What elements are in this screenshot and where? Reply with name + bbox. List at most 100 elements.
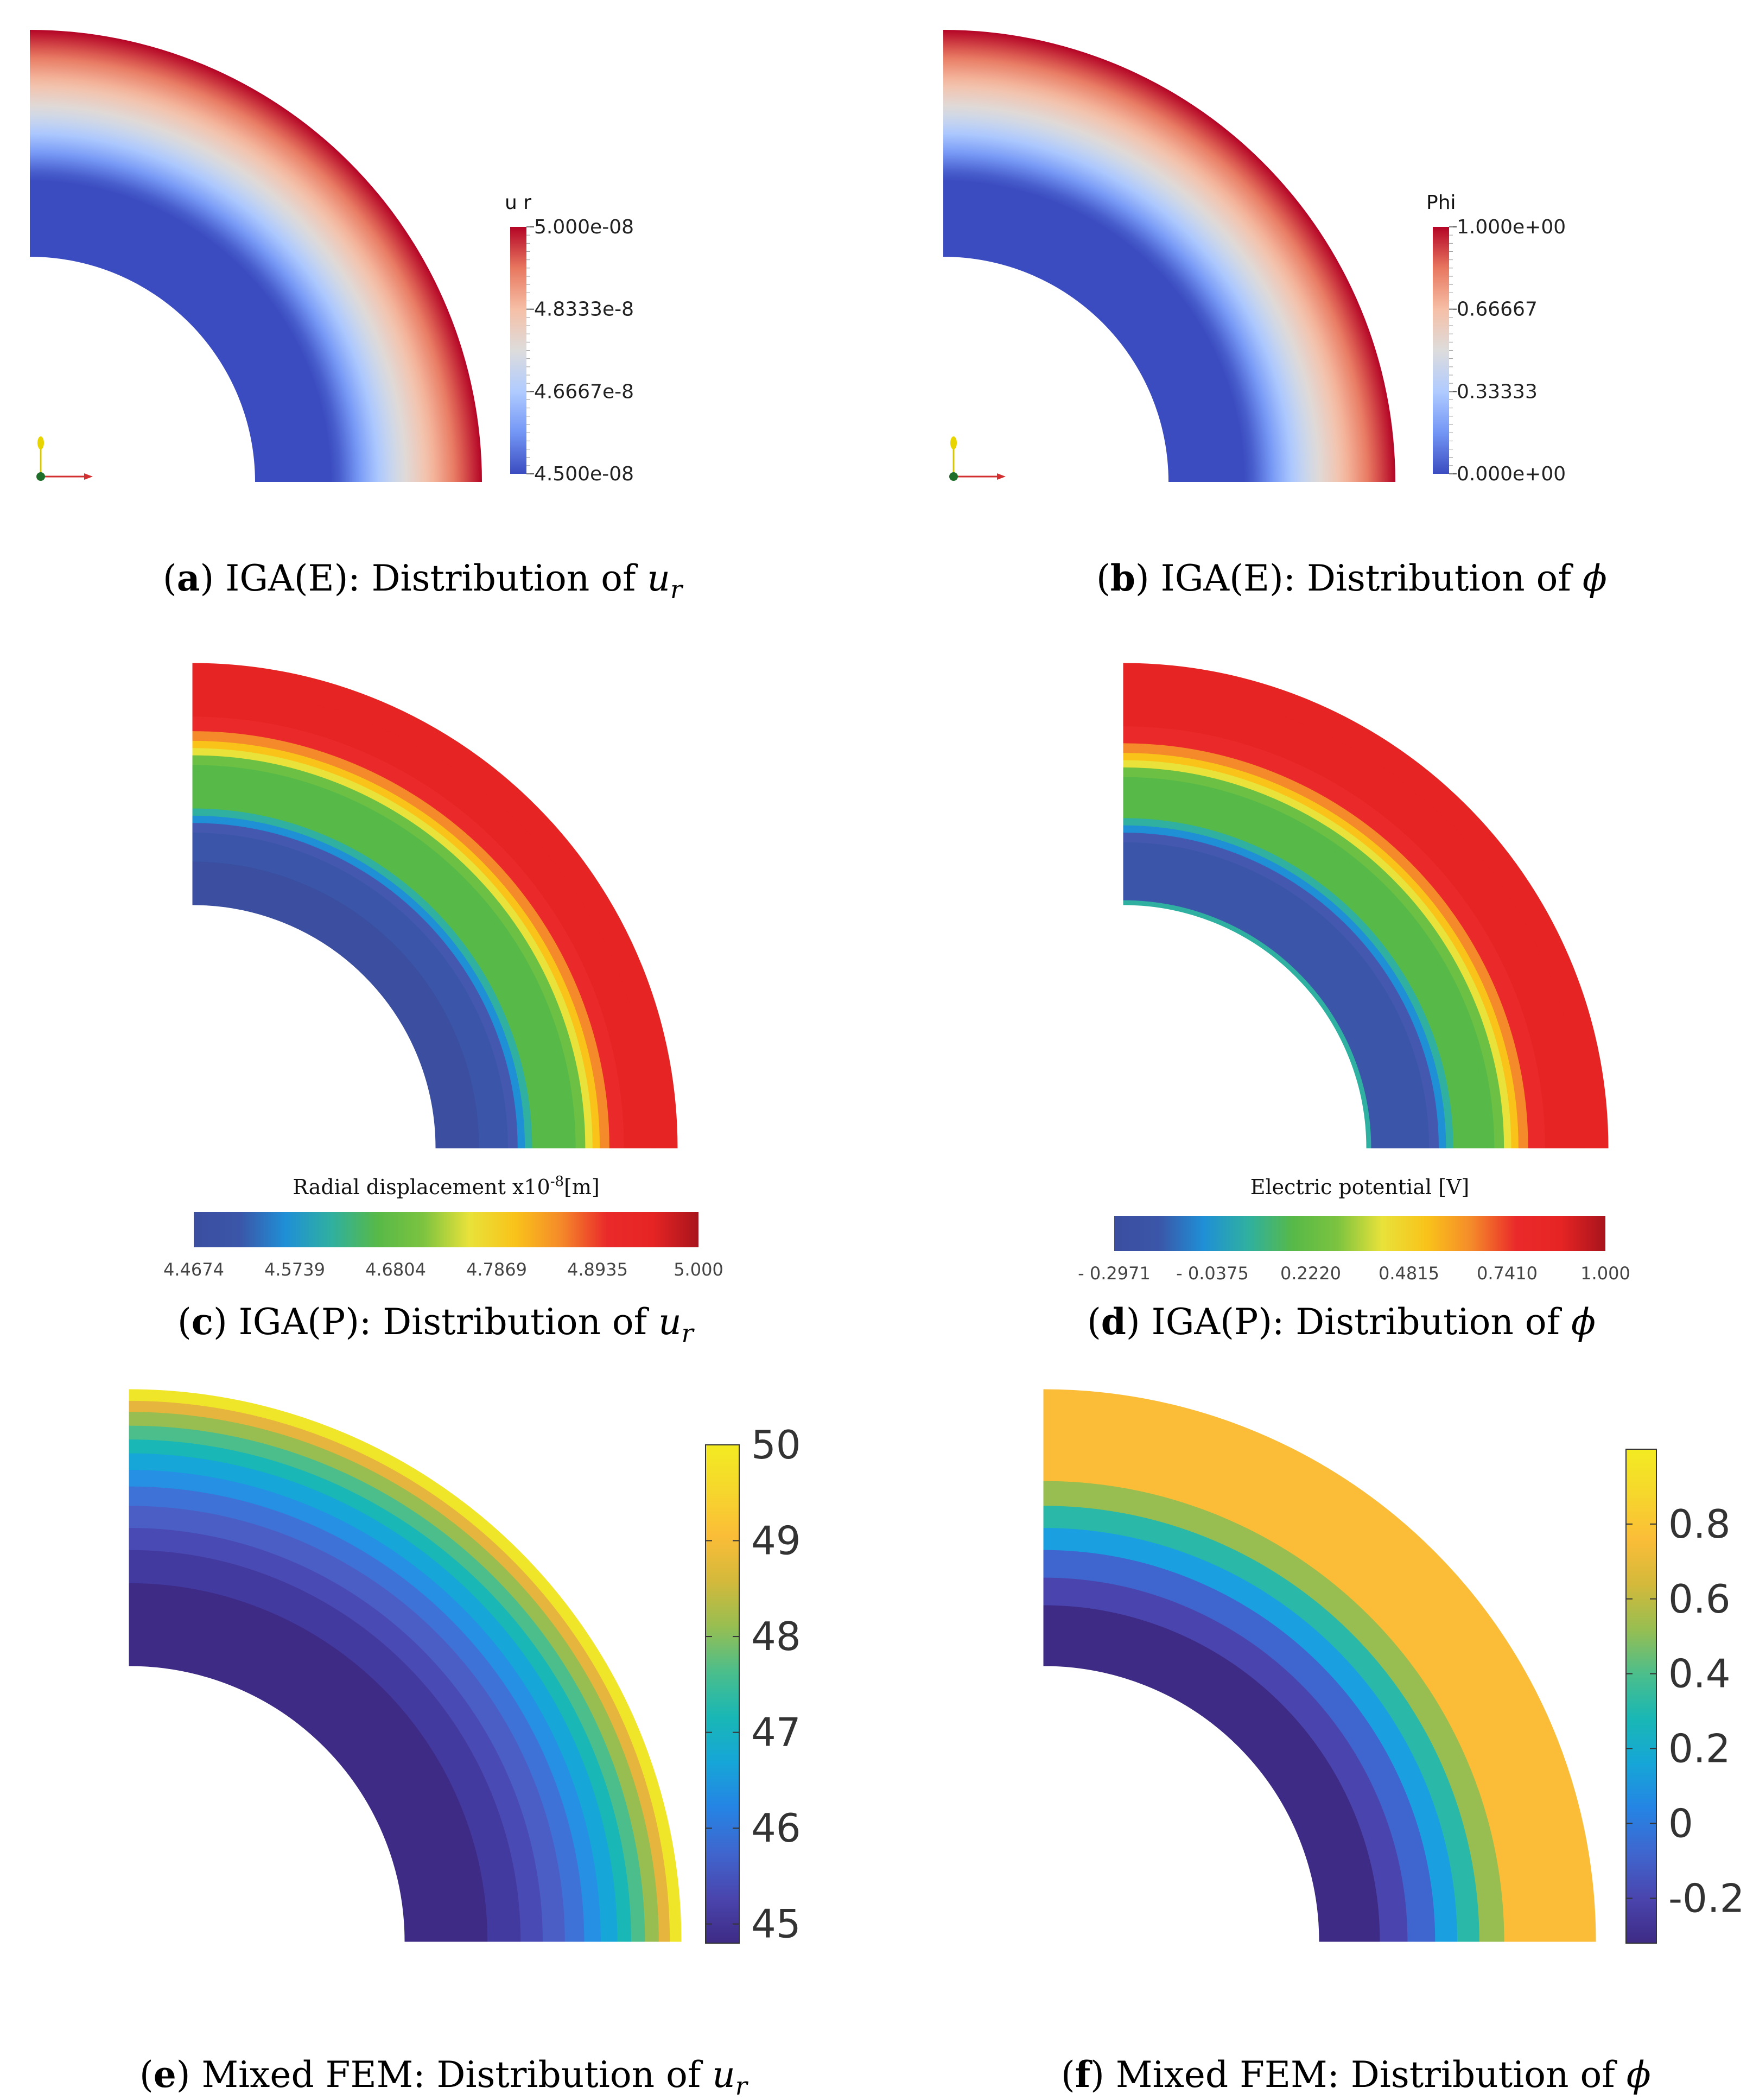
caption-b: (b) IGA(E): Distribution of ϕ — [1096, 557, 1607, 599]
colorbar-tick-label: - 0.2971 — [1078, 1263, 1151, 1284]
colorbar-title: Phi — [1426, 192, 1456, 214]
colorbar-scale — [705, 1444, 740, 1944]
caption-letter: e — [154, 2053, 176, 2096]
colorbar-tick-label: 5.000e-08 — [534, 216, 634, 238]
caption-c: (c) IGA(P): Distribution of ur — [177, 1300, 695, 1348]
caption-open: ( — [139, 2054, 154, 2096]
colorbar-e: 50 49 48 47 46 45 — [705, 1422, 801, 1947]
colorbar-tick-label: 0 — [1668, 1800, 1693, 1846]
caption-variable: ϕ — [1627, 2054, 1651, 2096]
caption-letter: a — [177, 557, 200, 599]
caption-subscript: r — [670, 575, 684, 604]
colorbar-tick-label: 5.000 — [674, 1259, 723, 1280]
caption-text: ) IGA(P): Distribution of — [1126, 1301, 1571, 1343]
colorbar-tick-label: 0.66667 — [1457, 299, 1538, 321]
colorbar-tick-label: 4.6804 — [365, 1259, 426, 1280]
caption-letter: d — [1101, 1300, 1126, 1343]
caption-e: (e) Mixed FEM: Distribution of ur — [139, 2053, 749, 2100]
axis-y-head — [950, 436, 957, 449]
colorbar-tick-label: 45 — [751, 1901, 801, 1947]
colorbar-c: Radial displacement x10-8[m] 4.4674 4.5739… — [163, 1173, 723, 1280]
caption-subscript: r — [735, 2071, 749, 2100]
caption-letter: b — [1110, 557, 1135, 599]
colorbar-title: Radial displacement x10-8[m] — [293, 1173, 600, 1199]
colorbar-tick-label: 0.4815 — [1379, 1263, 1439, 1284]
colorbar-tick-label: 0.8 — [1668, 1501, 1731, 1547]
contour-band — [1123, 663, 1609, 1149]
caption-variable: u — [712, 2054, 735, 2096]
colorbar-tick-label: 0.000e+00 — [1457, 463, 1566, 485]
colorbar-scale — [510, 227, 526, 474]
colorbar-scale — [1114, 1216, 1605, 1251]
colorbar-scale — [194, 1212, 698, 1247]
caption-subscript: r — [682, 1318, 695, 1348]
contour-band — [192, 663, 678, 1149]
colorbar-tick-label: 4.8333e-8 — [534, 299, 634, 321]
panel-e: 50 49 48 47 46 45 (e) Mixed FEM: Distribution … — [129, 1389, 801, 2100]
caption-f: (f) Mixed FEM: Distribution of ϕ — [1061, 2053, 1651, 2096]
field-a — [30, 30, 482, 482]
caption-open: ( — [1096, 557, 1110, 599]
colorbar-tick-label: 0.4 — [1668, 1651, 1731, 1697]
caption-text: ) IGA(P): Distribution of — [213, 1301, 658, 1343]
colorbar-tick-label: 4.4674 — [163, 1259, 224, 1280]
field-b — [943, 30, 1395, 482]
colorbar-scale — [1625, 1449, 1657, 1944]
colorbar-tick-label: 48 — [751, 1614, 801, 1659]
caption-letter: c — [192, 1300, 213, 1343]
colorbar-tick-label: 0.6 — [1668, 1576, 1731, 1622]
colorbar-tick-label: 4.7869 — [466, 1259, 527, 1280]
colorbar-a: u r5.000e-08 4.8333e-8 4.6667e-8 4.500e-08 — [505, 192, 634, 485]
colorbar-tick-label: 4.5739 — [264, 1259, 325, 1280]
colorbar-scale — [1433, 227, 1449, 474]
caption-text: ) Mixed FEM: Distribution of — [176, 2054, 713, 2096]
caption-text: ) Mixed FEM: Distribution of — [1090, 2054, 1627, 2096]
colorbar-tick-label: 1.000e+00 — [1457, 216, 1566, 238]
axis-x-head — [84, 473, 93, 480]
caption-a: (a) IGA(E): Distribution of ur — [163, 557, 684, 604]
caption-open: ( — [163, 557, 177, 599]
colorbar-d: Electric potential [V] - 0.2971 - 0.0375 0.… — [1078, 1175, 1630, 1284]
axis-y-head — [37, 436, 44, 449]
caption-open: ( — [1061, 2054, 1075, 2096]
colorbar-title: u r — [505, 192, 531, 214]
colorbar-tick-label: - 0.0375 — [1176, 1263, 1249, 1284]
colorbar-tick-label: 0.33333 — [1457, 380, 1538, 403]
colorbar-tick-label: -0.2 — [1668, 1875, 1744, 1921]
colorbar-tick-label: 50 — [751, 1422, 801, 1468]
axis-origin — [949, 472, 958, 481]
colorbar-tick-label: 0.7410 — [1477, 1263, 1538, 1284]
colorbar-title-unit: [m] — [564, 1175, 600, 1199]
caption-d: (d) IGA(P): Distribution of ϕ — [1087, 1300, 1596, 1343]
colorbar-f: 0.8 0.6 0.4 0.2 0 -0.2 — [1625, 1449, 1744, 1944]
colorbar-tick-label: 47 — [751, 1710, 801, 1755]
caption-variable: u — [658, 1301, 682, 1343]
colorbar-tick-label: 1.000 — [1580, 1263, 1630, 1284]
caption-variable: ϕ — [1583, 557, 1607, 599]
caption-letter: f — [1075, 2053, 1093, 2096]
colorbar-tick-label: 0.2220 — [1280, 1263, 1341, 1284]
panel-a: u r5.000e-08 4.8333e-8 4.6667e-8 4.500e-08 (… — [30, 30, 684, 604]
colorbar-tick-label: 0.2 — [1668, 1726, 1731, 1772]
contour-band — [1043, 1389, 1596, 1942]
colorbar-tick-label: 46 — [751, 1805, 801, 1851]
axis-origin — [36, 472, 45, 481]
axis-x-head — [997, 473, 1006, 480]
panel-f: 0.8 0.6 0.4 0.2 0 -0.2 (f) Mixed FEM: Distribu… — [1043, 1389, 1744, 2096]
caption-text: ) IGA(E): Distribution of — [200, 557, 647, 599]
colorbar-tick-label: 4.500e-08 — [534, 463, 634, 485]
panel-d: Electric potential [V] - 0.2971 - 0.0375 0.… — [1078, 663, 1630, 1343]
caption-variable: ϕ — [1571, 1301, 1596, 1343]
caption-open: ( — [1087, 1301, 1101, 1343]
colorbar-title: Electric potential [V] — [1250, 1175, 1469, 1199]
colorbar-tick-label: 49 — [751, 1518, 801, 1564]
colorbar-tick-label: 4.6667e-8 — [534, 380, 634, 403]
caption-text: ) IGA(E): Distribution of — [1135, 557, 1583, 599]
caption-open: ( — [177, 1301, 192, 1343]
colorbar-title-exponent: -8 — [550, 1173, 564, 1190]
contour-band — [129, 1389, 682, 1942]
colorbar-tick-label: 4.8935 — [567, 1259, 628, 1280]
